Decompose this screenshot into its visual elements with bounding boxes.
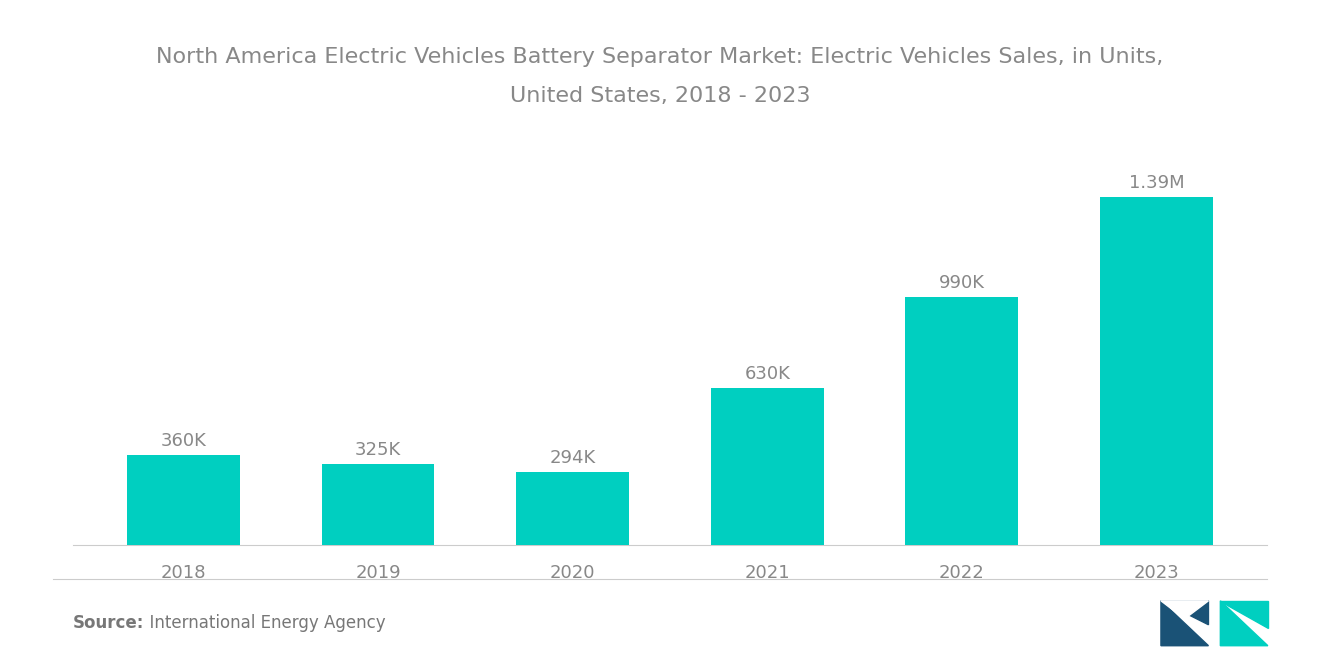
Bar xyxy=(322,464,434,545)
Text: 1.39M: 1.39M xyxy=(1129,174,1184,192)
Text: 630K: 630K xyxy=(744,364,791,382)
Text: North America Electric Vehicles Battery Separator Market: Electric Vehicles Sale: North America Electric Vehicles Battery … xyxy=(156,47,1164,66)
Polygon shape xyxy=(1220,601,1267,646)
Polygon shape xyxy=(1162,601,1209,618)
Text: 294K: 294K xyxy=(549,449,595,467)
Text: Source:: Source: xyxy=(73,614,144,632)
Bar xyxy=(710,388,824,545)
Polygon shape xyxy=(1162,601,1209,625)
Text: 990K: 990K xyxy=(939,275,985,293)
Text: International Energy Agency: International Energy Agency xyxy=(139,614,385,632)
Polygon shape xyxy=(1220,601,1267,628)
Bar xyxy=(516,471,630,545)
Bar xyxy=(127,455,240,545)
Text: 360K: 360K xyxy=(161,432,206,450)
Text: United States, 2018 - 2023: United States, 2018 - 2023 xyxy=(510,86,810,106)
Bar xyxy=(906,297,1018,545)
Text: 325K: 325K xyxy=(355,441,401,459)
Polygon shape xyxy=(1162,601,1209,646)
Bar xyxy=(1100,198,1213,545)
